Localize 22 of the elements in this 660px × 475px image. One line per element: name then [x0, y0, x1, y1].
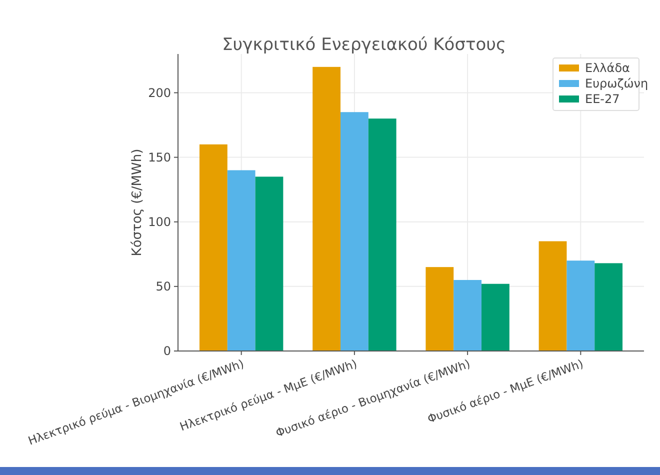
y-axis-title: Κόστος (€/MWh)	[130, 148, 145, 256]
bar	[482, 284, 510, 351]
bar	[594, 263, 623, 351]
y-tick-label: 200	[148, 86, 171, 100]
legend-label: Ελλάδα	[585, 61, 630, 76]
y-tick-label: 0	[163, 344, 171, 358]
bar	[426, 267, 454, 351]
bar	[538, 241, 567, 351]
bar	[312, 66, 340, 351]
chart-title: Συγκριτικό Ενεργειακού Κόστους	[222, 35, 506, 55]
legend-label: Ευρωζώνη	[585, 76, 648, 91]
bar	[255, 176, 284, 351]
bar	[199, 144, 228, 351]
bar	[368, 118, 396, 351]
legend-label: ΕΕ-27	[585, 92, 620, 106]
y-tick-label: 150	[148, 150, 171, 165]
y-tick-label: 50	[156, 280, 171, 294]
bar	[566, 260, 595, 351]
bar	[227, 170, 256, 351]
y-tick-label: 100	[148, 215, 171, 230]
bar	[340, 112, 368, 351]
bar	[454, 280, 482, 351]
